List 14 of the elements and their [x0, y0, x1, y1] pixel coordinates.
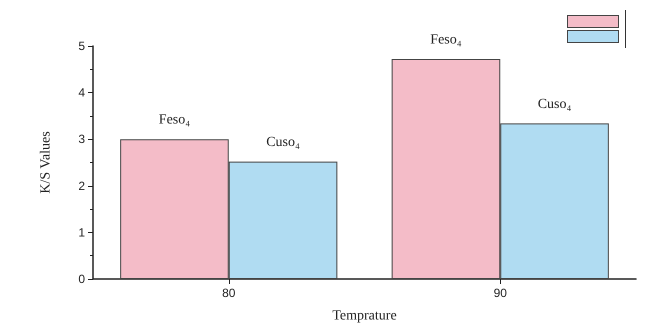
y-tick-label: 5: [78, 39, 86, 53]
y-tick-label: 3: [78, 132, 86, 146]
y-tick-label: 1: [78, 225, 86, 240]
y-tick-label: 2: [78, 178, 86, 193]
series-label: Feso₄: [158, 112, 190, 128]
text: Cuso₄: [538, 96, 572, 112]
y-tick-label: 0: [78, 272, 86, 286]
y-tick-label: 4: [78, 86, 86, 100]
y-axis-title: K/S Values: [38, 131, 54, 194]
x-tick-label: 80: [222, 286, 236, 300]
series-label: Cuso₄: [266, 135, 300, 150]
text: Feso₄: [430, 32, 462, 48]
x-tick-label: 90: [494, 286, 508, 300]
x-axis-title: Temprature: [332, 308, 397, 324]
